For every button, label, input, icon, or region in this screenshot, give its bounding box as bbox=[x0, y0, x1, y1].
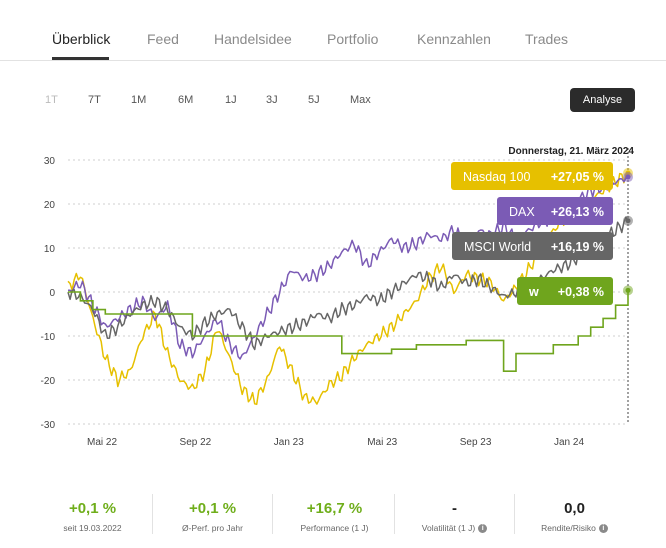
divider bbox=[272, 494, 273, 534]
stat-label: Performance (1 J) bbox=[300, 523, 369, 533]
value-tag bbox=[517, 277, 613, 305]
active-tab-indicator bbox=[52, 57, 109, 60]
series-end-marker bbox=[625, 287, 631, 293]
range-1t[interactable]: 1T bbox=[45, 94, 58, 106]
value-tag bbox=[452, 232, 613, 260]
y-tick-label: -30 bbox=[41, 420, 56, 431]
x-tick-label: Sep 22 bbox=[180, 437, 212, 448]
stat-since-start: +0,1 % seit 19.03.2022 bbox=[40, 490, 145, 538]
y-tick-label: 30 bbox=[44, 156, 56, 167]
stat-avg-per-year: +0,1 % Ø-Perf. pro Jahr bbox=[160, 490, 265, 538]
hover-date-label: Donnerstag, 21. März 2024 bbox=[508, 146, 634, 157]
tab-trades[interactable]: Trades bbox=[525, 31, 569, 47]
value-tag-value: +26,13 % bbox=[551, 205, 604, 219]
stat-label: Volatilität (1 J) i bbox=[402, 523, 507, 534]
value-tag-value: +27,05 % bbox=[551, 170, 604, 184]
stat-return-risk: 0,0 Rendite/Risiko i bbox=[522, 490, 627, 538]
tab-bar: Überblick Feed Handelsidee Portfolio Ken… bbox=[0, 0, 666, 61]
y-tick-label: 20 bbox=[44, 200, 56, 211]
y-tick-label: 0 bbox=[49, 288, 55, 299]
info-icon[interactable]: i bbox=[478, 524, 488, 534]
info-icon[interactable]: i bbox=[598, 524, 608, 534]
value-tag-name: DAX bbox=[509, 205, 535, 219]
tab-ueberblick[interactable]: Überblick bbox=[52, 31, 111, 47]
range-1j[interactable]: 1J bbox=[225, 94, 237, 106]
tab-kennzahlen[interactable]: Kennzahlen bbox=[417, 31, 491, 47]
x-tick-label: Jan 24 bbox=[554, 437, 584, 448]
stat-value: +16,7 % bbox=[306, 500, 363, 517]
series-end-marker bbox=[625, 218, 631, 224]
x-tick-label: Mai 22 bbox=[87, 437, 117, 448]
y-tick-label: 10 bbox=[44, 244, 56, 255]
stat-label: seit 19.03.2022 bbox=[63, 523, 122, 533]
stat-volatility: - Volatilität (1 J) i bbox=[402, 490, 507, 538]
time-range-selector: 1T 7T 1M 6M 1J 3J 5J Max bbox=[0, 88, 666, 112]
divider bbox=[514, 494, 515, 534]
stat-label: Rendite/Risiko i bbox=[522, 523, 627, 534]
range-7t[interactable]: 7T bbox=[88, 94, 101, 106]
x-tick-label: Jan 23 bbox=[274, 437, 304, 448]
value-tag-name: w bbox=[528, 285, 539, 299]
value-tag-value: +0,38 % bbox=[558, 285, 604, 299]
divider bbox=[152, 494, 153, 534]
divider bbox=[394, 494, 395, 534]
stat-value: 0,0 bbox=[564, 500, 585, 517]
value-tag bbox=[497, 197, 613, 225]
value-tag-name: MSCI World bbox=[464, 240, 531, 254]
x-tick-label: Sep 23 bbox=[460, 437, 492, 448]
analyse-button[interactable]: Analyse bbox=[570, 88, 635, 112]
stat-label: Ø-Perf. pro Jahr bbox=[182, 523, 243, 533]
range-3j[interactable]: 3J bbox=[266, 94, 278, 106]
y-tick-label: -20 bbox=[41, 376, 56, 387]
y-tick-label: -10 bbox=[41, 332, 56, 343]
value-tag-name: Nasdaq 100 bbox=[463, 170, 530, 184]
tab-feed[interactable]: Feed bbox=[147, 31, 179, 47]
stats-bar: +0,1 % seit 19.03.2022 +0,1 % Ø-Perf. pr… bbox=[0, 490, 666, 540]
stat-value: - bbox=[452, 500, 457, 517]
value-tag-value: +16,19 % bbox=[551, 240, 604, 254]
performance-chart[interactable]: 30 20 10 0 -10 -20 -30 Mai 22 Sep 22 Jan 23 Mai 23… bbox=[0, 140, 666, 450]
range-max[interactable]: Max bbox=[350, 94, 371, 106]
x-tick-label: Mai 23 bbox=[367, 437, 397, 448]
series-line-w bbox=[68, 290, 629, 372]
stat-value: +0,1 % bbox=[188, 500, 237, 517]
series-end-marker bbox=[625, 174, 631, 180]
tab-handelsidee[interactable]: Handelsidee bbox=[214, 31, 292, 47]
tab-portfolio[interactable]: Portfolio bbox=[327, 31, 379, 47]
stat-value: +0,1 % bbox=[68, 500, 117, 517]
value-tag bbox=[451, 162, 613, 190]
stat-performance-1j: +16,7 % Performance (1 J) bbox=[282, 490, 387, 538]
range-1m[interactable]: 1M bbox=[131, 94, 147, 106]
range-5j[interactable]: 5J bbox=[308, 94, 320, 106]
range-6m[interactable]: 6M bbox=[178, 94, 194, 106]
